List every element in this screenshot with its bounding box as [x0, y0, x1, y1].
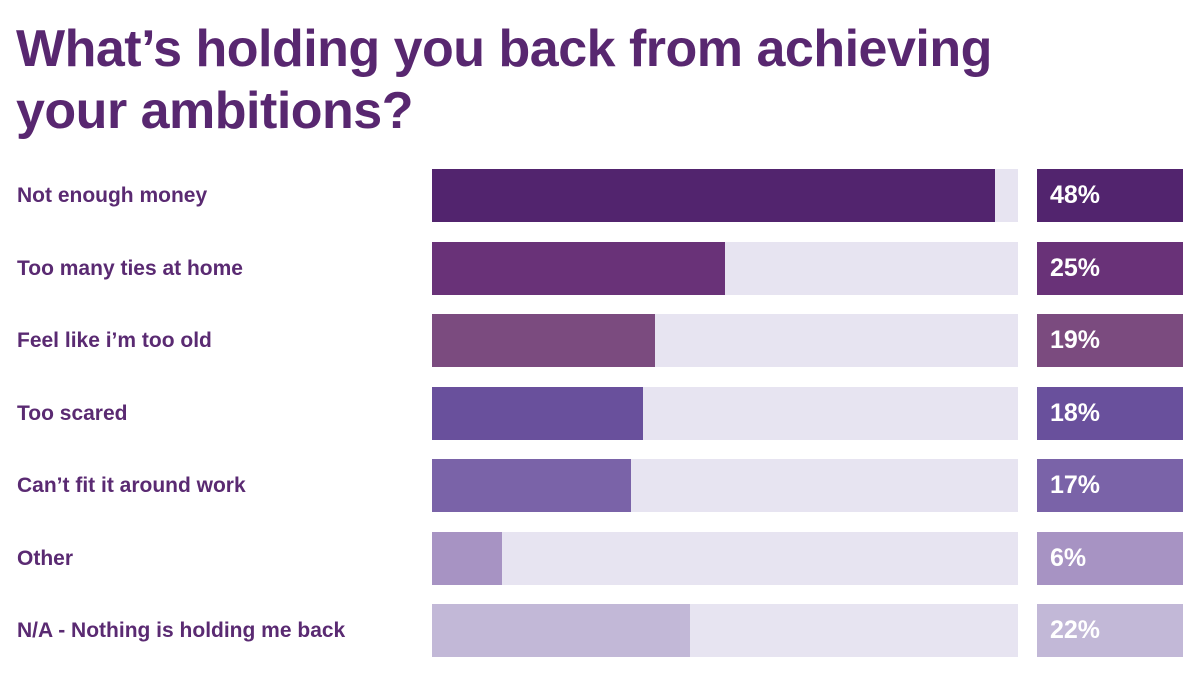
bar: [432, 169, 995, 222]
category-label: Too scared: [17, 401, 128, 425]
value-label: 6%: [1050, 543, 1087, 572]
category-label: Feel like i’m too old: [17, 329, 212, 352]
bar-track: [432, 604, 1018, 657]
category-label: Too many ties at home: [17, 256, 243, 280]
value-badge: 19%: [1037, 314, 1183, 367]
bar-track: [432, 169, 1018, 222]
bar: [432, 386, 643, 440]
bar-row: Not enough money 48%: [0, 169, 1200, 222]
bar-track: [432, 314, 1018, 367]
value-badge: 22%: [1037, 604, 1183, 657]
bar-track: [432, 386, 1018, 440]
bar: [432, 531, 502, 585]
bar: [432, 241, 725, 295]
value-label: 18%: [1050, 398, 1101, 427]
bar-row: Too scared 18%: [0, 386, 1200, 440]
value-label: 19%: [1050, 326, 1101, 354]
chart-title: What’s holding you back from achieving y…: [16, 20, 992, 140]
value-badge: 48%: [1037, 169, 1183, 222]
category-label: Other: [17, 546, 74, 570]
value-badge: 6%: [1037, 531, 1183, 585]
bar-track: [432, 241, 1018, 295]
value-label: 17%: [1050, 471, 1101, 499]
bar-row: Too many ties at home 25%: [0, 241, 1200, 295]
bar-row: Can’t fit it around work 17%: [0, 459, 1200, 512]
category-label: Can’t fit it around work: [17, 474, 246, 497]
bar-track: [432, 459, 1018, 512]
bar: [432, 314, 655, 367]
category-label: N/A - Nothing is holding me back: [17, 619, 346, 642]
bar-row: Feel like i’m too old 19%: [0, 314, 1200, 367]
bar-row: Other 6%: [0, 531, 1200, 585]
value-label: 48%: [1050, 181, 1101, 209]
value-badge: 25%: [1037, 241, 1183, 295]
category-label: Not enough money: [17, 184, 208, 207]
bar-track: [432, 531, 1018, 585]
value-label: 22%: [1050, 616, 1101, 644]
bar: [432, 604, 690, 657]
bar-row: N/A - Nothing is holding me back 22%: [0, 604, 1200, 657]
value-badge: 17%: [1037, 459, 1183, 512]
value-badge: 18%: [1037, 386, 1183, 440]
bar: [432, 459, 631, 512]
value-label: 25%: [1050, 253, 1101, 282]
